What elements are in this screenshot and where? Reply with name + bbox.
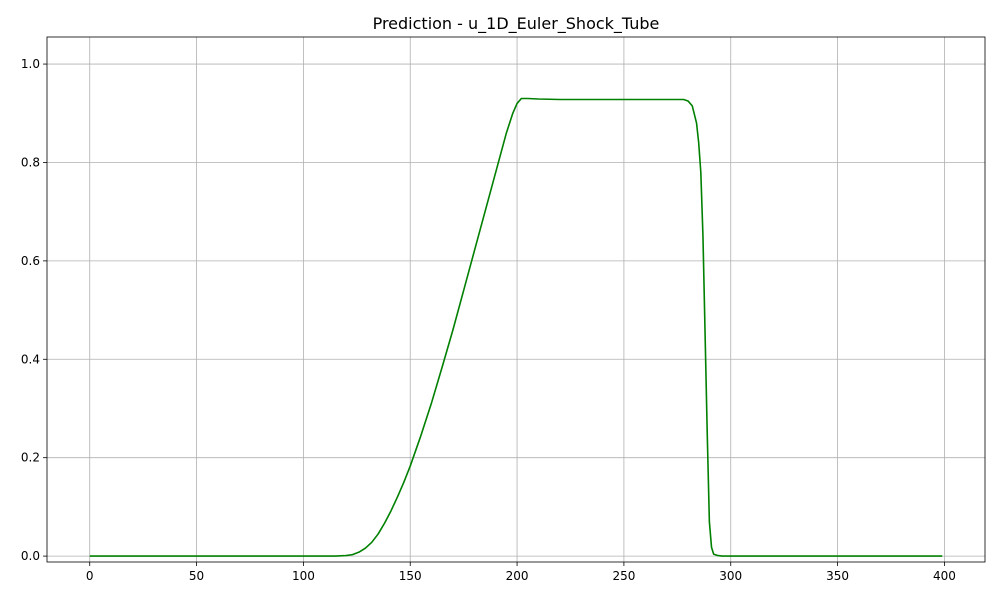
y-tick-label: 0.0 <box>21 549 40 563</box>
series-line-0 <box>89 97 943 557</box>
y-tick-label: 0.6 <box>21 254 40 268</box>
x-axis: 0 50 100 150 200 250 300 350 400 <box>86 562 956 583</box>
grid-lines <box>47 37 985 562</box>
x-tick-label: 150 <box>399 569 422 583</box>
x-tick-label: 350 <box>826 569 849 583</box>
y-axis: 0.0 0.2 0.4 0.6 0.8 1.0 <box>21 57 47 563</box>
plot-border <box>46 36 986 563</box>
x-tick-label: 200 <box>506 569 529 583</box>
series-layer <box>89 97 943 557</box>
x-tick-label: 100 <box>292 569 315 583</box>
plot-frame <box>46 36 986 563</box>
x-tick-label: 400 <box>933 569 956 583</box>
x-tick-label: 300 <box>719 569 742 583</box>
x-tick-label: 250 <box>612 569 635 583</box>
y-tick-label: 0.8 <box>21 155 40 169</box>
y-tick-label: 1.0 <box>21 57 40 71</box>
chart-title: Prediction - u_1D_Euler_Shock_Tube <box>373 14 660 34</box>
x-tick-label: 0 <box>86 569 94 583</box>
y-tick-label: 0.4 <box>21 352 40 366</box>
y-tick-label: 0.2 <box>21 451 40 465</box>
x-tick-label: 50 <box>189 569 204 583</box>
